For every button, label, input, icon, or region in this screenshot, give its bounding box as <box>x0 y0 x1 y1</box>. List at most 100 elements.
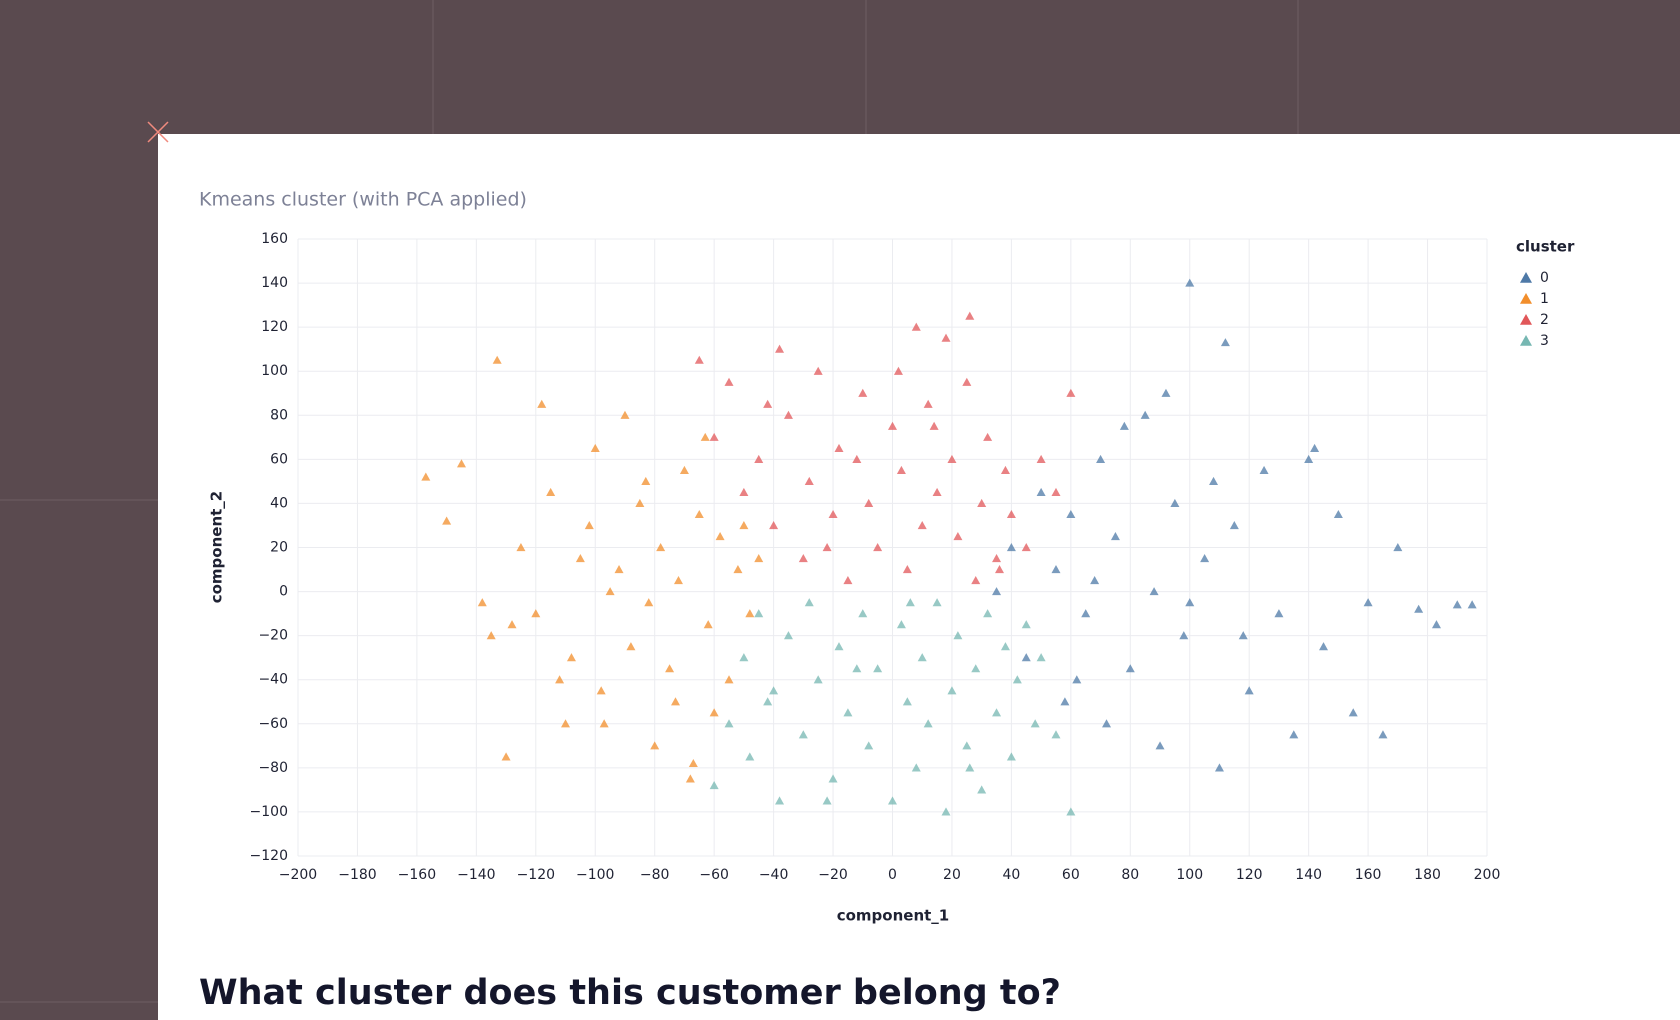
point <box>843 708 853 717</box>
point <box>1051 730 1061 739</box>
point <box>783 631 793 640</box>
point <box>947 454 957 463</box>
y-tick-label: 140 <box>261 275 288 291</box>
legend-label: 2 <box>1540 312 1549 328</box>
point <box>1102 719 1112 728</box>
point <box>1006 752 1016 761</box>
point <box>575 554 585 563</box>
point <box>477 598 487 607</box>
point <box>566 653 576 662</box>
point <box>763 399 773 408</box>
point <box>1378 730 1388 739</box>
point <box>1214 763 1224 772</box>
point <box>917 653 927 662</box>
point <box>1319 642 1329 651</box>
x-tick-label: 20 <box>943 867 961 883</box>
x-tick-label: −140 <box>457 867 495 883</box>
point <box>724 675 734 684</box>
point <box>1244 686 1254 695</box>
point <box>709 708 719 717</box>
point <box>1000 465 1010 474</box>
point <box>555 675 565 684</box>
corner-mark <box>147 121 169 143</box>
point <box>834 642 844 651</box>
point <box>685 774 695 783</box>
point <box>596 686 606 695</box>
point <box>709 432 719 441</box>
plot: −120−100−80−60−40−2002040608010012014016… <box>250 231 1549 883</box>
point <box>644 598 654 607</box>
point <box>1209 476 1219 485</box>
point <box>1220 338 1230 347</box>
point <box>965 311 975 320</box>
point <box>828 774 838 783</box>
point <box>635 498 645 508</box>
point <box>694 509 704 519</box>
point <box>896 620 906 629</box>
point <box>1006 543 1016 552</box>
point <box>531 609 541 618</box>
point <box>1149 587 1159 596</box>
point <box>715 531 725 541</box>
point <box>1119 421 1129 430</box>
point <box>962 377 972 386</box>
point <box>679 465 689 474</box>
y-tick-label: −40 <box>258 672 288 688</box>
point <box>724 719 734 728</box>
point <box>965 763 975 772</box>
point <box>902 565 912 574</box>
point <box>1081 609 1091 618</box>
point <box>709 780 719 790</box>
point <box>673 576 683 585</box>
legend-title: cluster <box>1516 238 1575 256</box>
legend-label: 1 <box>1540 291 1549 307</box>
point <box>703 620 713 629</box>
point <box>873 543 883 552</box>
point <box>442 516 452 525</box>
y-tick-label: 100 <box>261 363 288 379</box>
point <box>822 796 832 805</box>
point <box>1051 565 1061 574</box>
point <box>992 587 1002 596</box>
point <box>932 598 942 607</box>
point <box>739 520 749 530</box>
y-tick-label: −120 <box>250 848 288 864</box>
point <box>1000 642 1010 651</box>
point <box>1066 509 1076 519</box>
point <box>804 598 814 607</box>
point <box>1170 498 1180 508</box>
x-tick-label: −160 <box>398 867 436 883</box>
point <box>1012 675 1022 684</box>
y-tick-label: −60 <box>258 716 288 732</box>
legend-swatch <box>1520 293 1532 304</box>
chart-title: Kmeans cluster (with PCA applied) <box>199 189 527 211</box>
x-tick-label: −80 <box>640 867 670 883</box>
y-tick-label: 80 <box>270 407 288 423</box>
point <box>1229 520 1239 530</box>
point <box>1274 609 1284 618</box>
point <box>769 520 779 530</box>
point <box>971 664 981 673</box>
point <box>650 741 660 750</box>
point <box>754 609 764 618</box>
point <box>858 609 868 618</box>
point <box>700 432 710 441</box>
point <box>501 752 511 761</box>
point <box>456 459 466 468</box>
point <box>798 730 808 739</box>
point <box>1036 487 1046 497</box>
point <box>605 587 615 596</box>
point <box>923 719 933 728</box>
point <box>656 543 666 552</box>
point <box>893 366 903 375</box>
point <box>1060 697 1070 706</box>
point <box>1185 598 1195 607</box>
point <box>1021 543 1031 552</box>
point <box>546 487 556 497</box>
point <box>739 653 749 662</box>
point <box>1431 620 1441 629</box>
point <box>1110 531 1120 541</box>
point <box>804 476 814 485</box>
x-tick-label: −120 <box>517 867 555 883</box>
